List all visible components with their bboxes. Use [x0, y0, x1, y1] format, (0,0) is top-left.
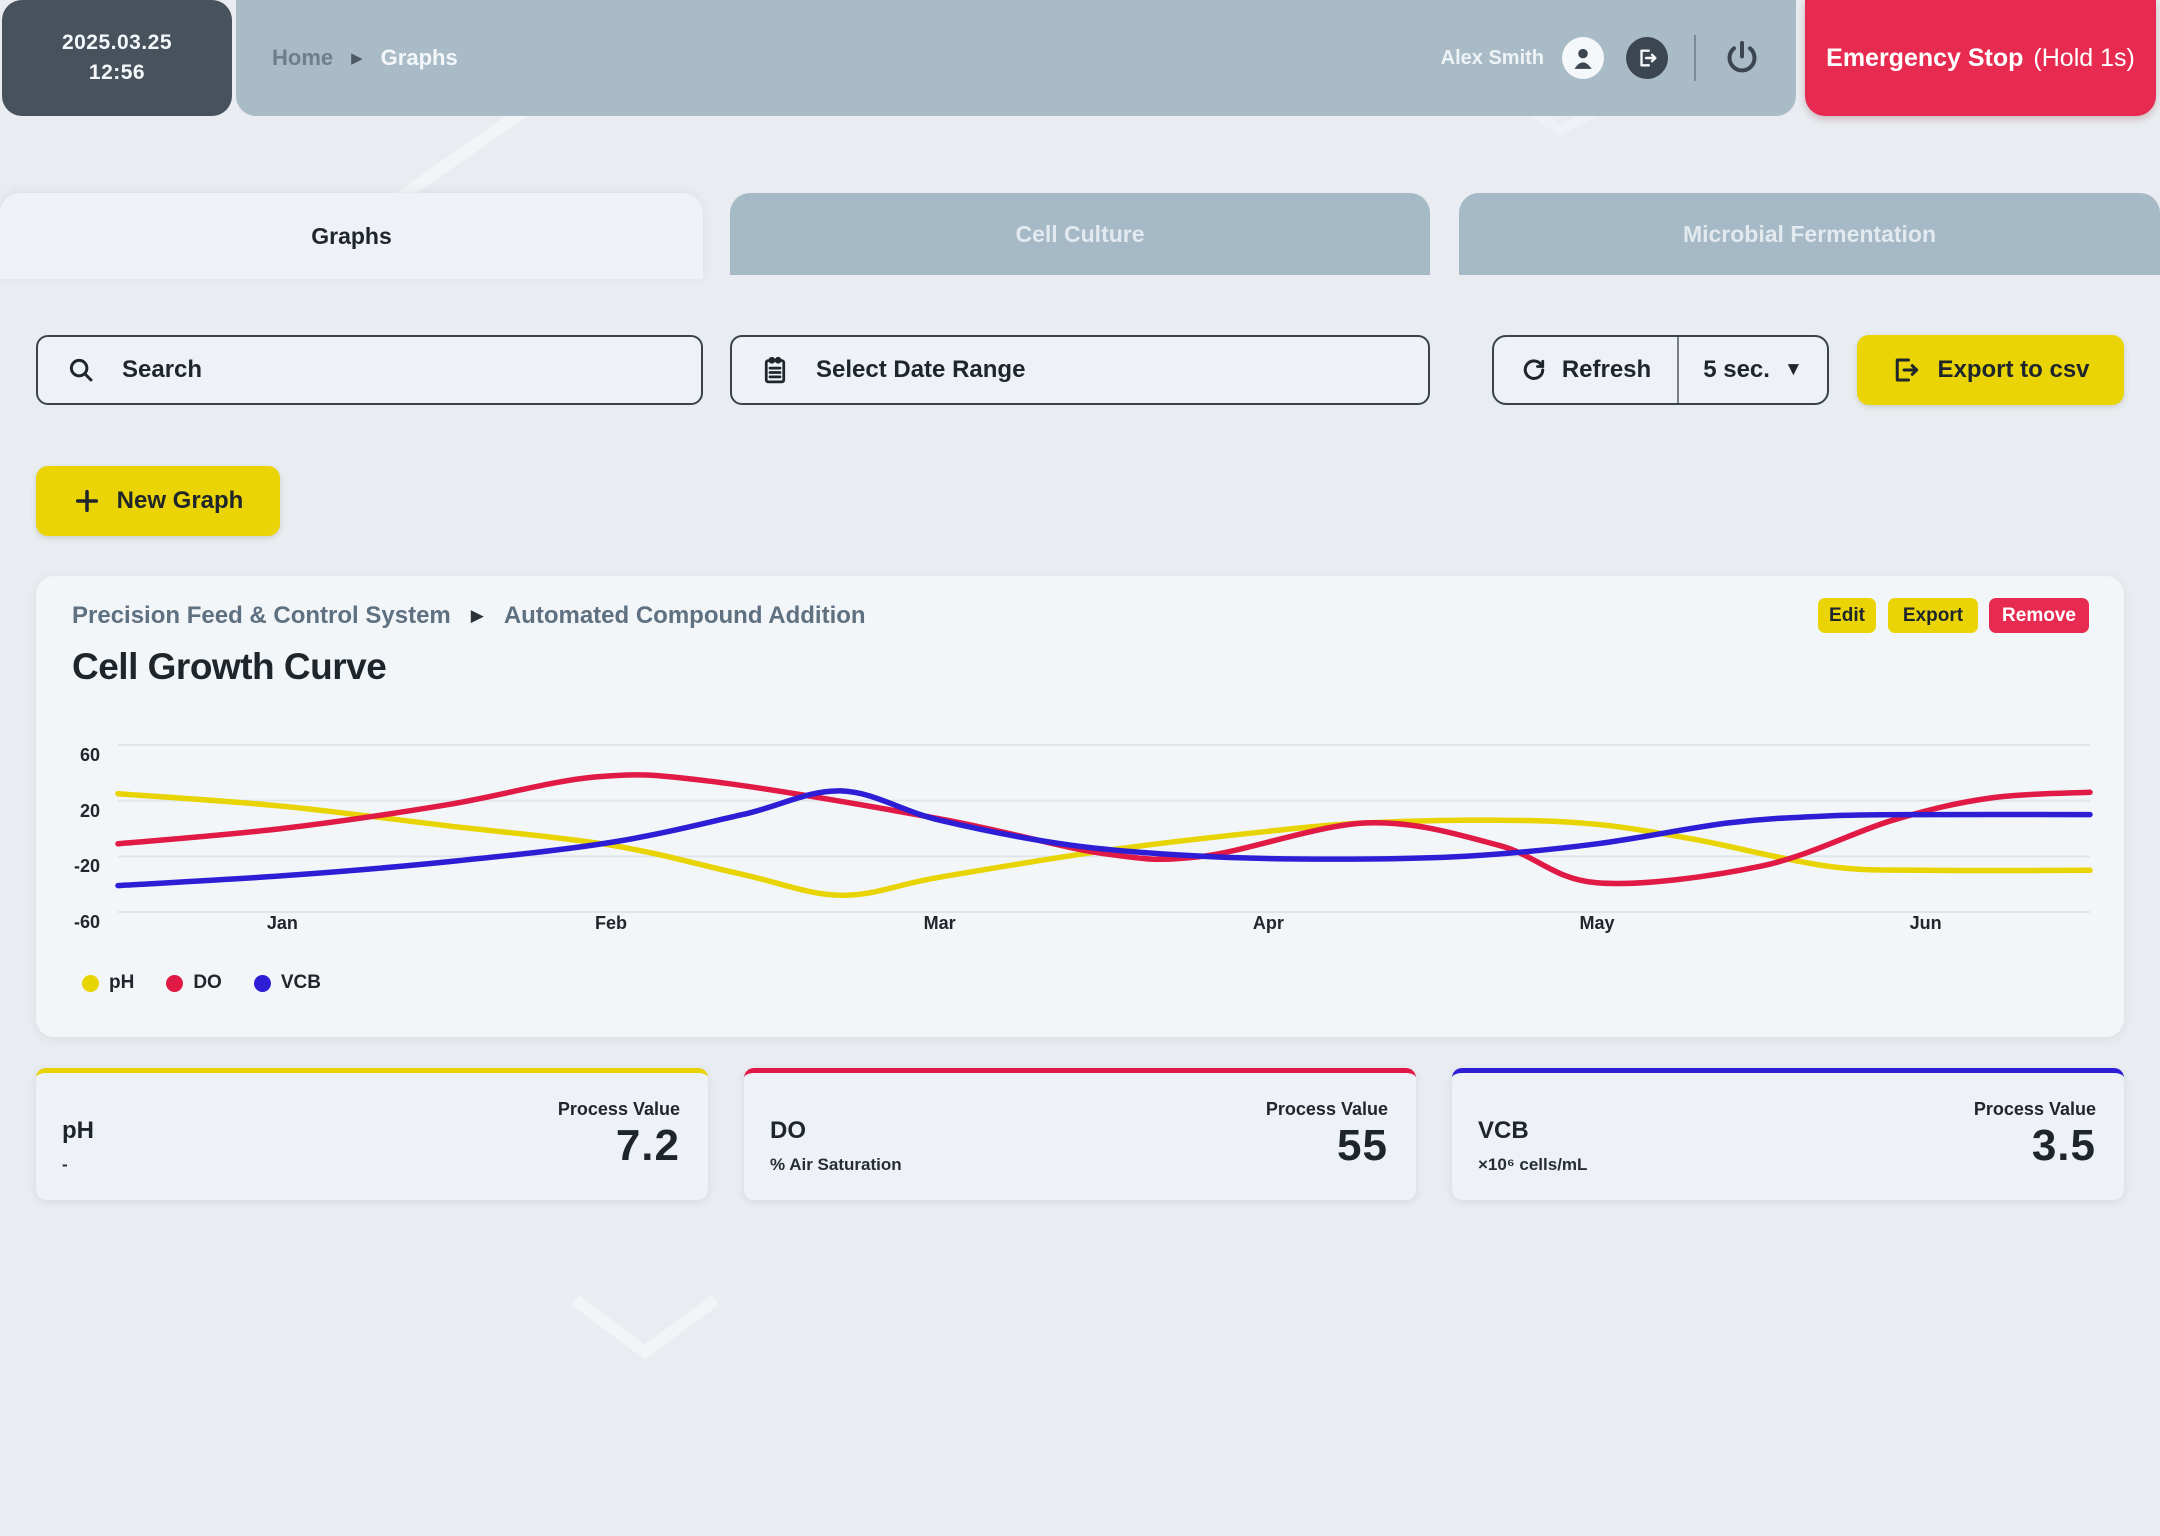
export-csv-button[interactable]: Export to csv — [1857, 335, 2124, 405]
line-chart — [36, 716, 2124, 956]
breadcrumb-arrow-icon: ▶ — [351, 49, 363, 67]
card-value: 55 — [1337, 1121, 1388, 1171]
refresh-divider — [1677, 337, 1679, 403]
tab-cell-culture[interactable]: Cell Culture — [730, 193, 1430, 275]
legend-item-vcb: VCB — [254, 972, 321, 994]
user-cluster: Alex Smith — [1441, 35, 1796, 81]
legend-label: DO — [193, 972, 222, 994]
x-tick-label: Jun — [1876, 911, 1976, 935]
refresh-interval-value: 5 sec. — [1703, 356, 1770, 384]
x-tick-label: May — [1547, 911, 1647, 935]
card-parameter-name: pH — [62, 1117, 94, 1145]
y-tick-label: 20 — [42, 799, 100, 823]
breadcrumb-arrow-icon: ▶ — [471, 606, 484, 626]
graph-card: Precision Feed & Control System ▶ Automa… — [36, 576, 2124, 1037]
legend-label: pH — [109, 972, 134, 994]
card-value: 3.5 — [2032, 1121, 2096, 1171]
process-value-card-do: DO % Air Saturation Process Value 55 — [744, 1068, 1416, 1200]
time-text: 12:56 — [89, 61, 145, 85]
power-icon — [1722, 38, 1762, 78]
legend-item-do: DO — [166, 972, 222, 994]
top-bar: Home ▶ Graphs Alex Smith — [236, 0, 1796, 116]
card-parameter-name: DO — [770, 1117, 806, 1145]
x-tick-label: Feb — [561, 911, 661, 935]
card-parameter-name: VCB — [1478, 1117, 1529, 1145]
y-tick-label: 60 — [42, 743, 100, 767]
datetime-badge: 2025.03.25 12:56 — [2, 0, 232, 116]
legend-dot-icon — [166, 975, 183, 992]
process-value-card-vcb: VCB ×10⁶ cells/mL Process Value 3.5 — [1452, 1068, 2124, 1200]
refresh-label: Refresh — [1562, 356, 1651, 384]
chart-legend: pH DO VCB — [82, 972, 321, 994]
graph-breadcrumb-child: Automated Compound Addition — [504, 602, 866, 630]
emergency-stop-button[interactable]: Emergency Stop (Hold 1s) — [1805, 0, 2156, 116]
card-parameter-unit: - — [62, 1155, 68, 1175]
card-value-label: Process Value — [1266, 1099, 1388, 1120]
new-graph-button[interactable]: New Graph — [36, 466, 280, 536]
y-tick-label: -60 — [42, 910, 100, 934]
series-line-vcb — [118, 791, 2090, 886]
export-icon — [1891, 355, 1921, 385]
tab-microbial-fermentation[interactable]: Microbial Fermentation — [1459, 193, 2160, 275]
emergency-stop-suffix: (Hold 1s) — [2033, 44, 2134, 73]
legend-label: VCB — [281, 972, 321, 994]
graph-breadcrumb-parent[interactable]: Precision Feed & Control System — [72, 602, 451, 630]
emergency-stop-label: Emergency Stop — [1826, 44, 2023, 73]
chevron-down-icon: ▼ — [1784, 359, 1803, 381]
graph-card-breadcrumb: Precision Feed & Control System ▶ Automa… — [72, 602, 866, 630]
calendar-icon — [760, 355, 790, 385]
new-graph-label: New Graph — [117, 487, 244, 515]
topbar-divider — [1694, 35, 1696, 81]
y-tick-label: -20 — [42, 854, 100, 878]
search-input[interactable]: Search — [36, 335, 703, 405]
card-parameter-unit: % Air Saturation — [770, 1155, 902, 1175]
breadcrumb-current: Graphs — [381, 45, 458, 71]
refresh-icon — [1520, 356, 1548, 384]
export-graph-button[interactable]: Export — [1888, 598, 1978, 633]
card-parameter-unit: ×10⁶ cells/mL — [1478, 1155, 1587, 1175]
card-value: 7.2 — [616, 1121, 680, 1171]
tab-graphs[interactable]: Graphs — [0, 193, 703, 279]
card-value-label: Process Value — [558, 1099, 680, 1120]
avatar[interactable] — [1562, 37, 1604, 79]
date-text: 2025.03.25 — [62, 31, 172, 55]
breadcrumb-home[interactable]: Home — [272, 45, 333, 71]
legend-dot-icon — [254, 975, 271, 992]
logout-button[interactable] — [1626, 37, 1668, 79]
card-value-label: Process Value — [1974, 1099, 2096, 1120]
graph-title: Cell Growth Curve — [72, 646, 386, 688]
legend-item-ph: pH — [82, 972, 134, 994]
search-icon — [66, 355, 96, 385]
x-tick-label: Apr — [1218, 911, 1318, 935]
search-placeholder: Search — [122, 356, 202, 384]
plus-icon — [73, 487, 101, 515]
edit-graph-button[interactable]: Edit — [1818, 598, 1876, 633]
refresh-button[interactable]: Refresh — [1494, 337, 1677, 403]
legend-dot-icon — [82, 975, 99, 992]
date-range-placeholder: Select Date Range — [816, 356, 1025, 384]
bioprocess-dashboard: 2025.03.25 12:56 Home ▶ Graphs Alex Smit… — [0, 0, 2160, 1536]
remove-graph-button[interactable]: Remove — [1989, 598, 2089, 633]
export-csv-label: Export to csv — [1937, 356, 2089, 384]
user-name: Alex Smith — [1441, 47, 1544, 70]
breadcrumb: Home ▶ Graphs — [236, 45, 458, 71]
process-value-card-ph: pH - Process Value 7.2 — [36, 1068, 708, 1200]
power-button[interactable] — [1722, 38, 1762, 78]
date-range-picker[interactable]: Select Date Range — [730, 335, 1430, 405]
person-icon — [1570, 45, 1596, 71]
x-tick-label: Mar — [890, 911, 990, 935]
x-tick-label: Jan — [232, 911, 332, 935]
refresh-interval-select[interactable]: 5 sec. ▼ — [1679, 337, 1827, 403]
logout-icon — [1636, 47, 1658, 69]
refresh-control: Refresh 5 sec. ▼ — [1492, 335, 1829, 405]
